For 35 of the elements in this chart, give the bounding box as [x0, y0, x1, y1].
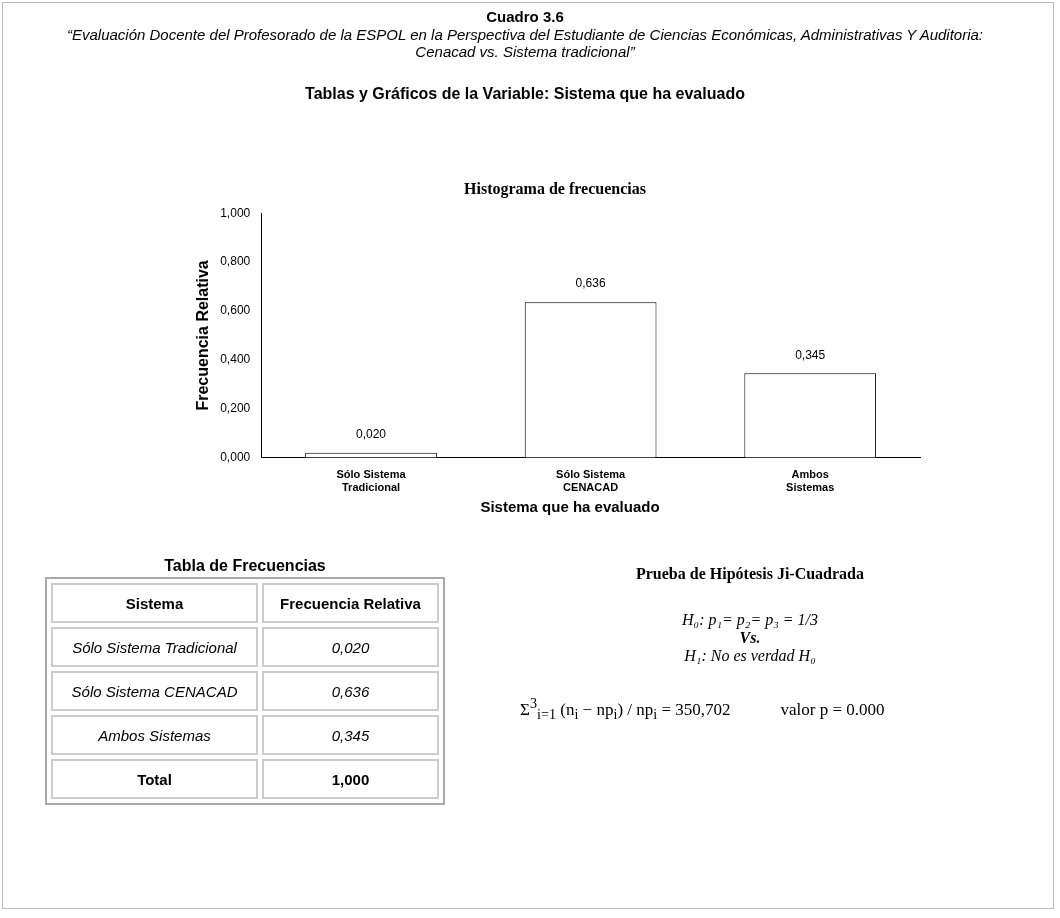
- data-label: 0,345: [795, 347, 826, 362]
- text: H₁: No es verdad H₀: [683, 647, 817, 665]
- data-label: 0,636: [575, 276, 606, 291]
- y-tick-label: 1,000: [220, 205, 251, 220]
- x-tick-label: Sólo Sistema CENACAD: [556, 468, 627, 494]
- text: Ambos Sistemas: [51, 715, 259, 755]
- text: 0,636: [262, 671, 439, 711]
- x-tick-label: Ambos Sistemas: [786, 468, 835, 494]
- y-tick-label: 0,200: [220, 401, 251, 416]
- y-tick-label: 0,000: [220, 449, 251, 464]
- text: Vs.: [738, 629, 762, 647]
- text: Sólo Sistema CENACAD: [51, 671, 259, 711]
- text: H₀: p₁= p₂= p₃ = 1/3: [681, 611, 819, 629]
- text: Σ$^{3}$$_{i=1}$ (n$_{i}$ − np$_{i}$) / np$_{i}$ = 350,702: [520, 695, 731, 723]
- text: Cuadro 3.6: [485, 8, 565, 25]
- chart-title: Histograma de frecuencias: [464, 179, 646, 198]
- text: Sistema: [51, 583, 259, 623]
- text: Total: [51, 759, 259, 799]
- text: Sólo Sistema Tradicional: [51, 627, 259, 667]
- text: Tablas y Gráficos de la Variable: Sistema que ha evaluado: [304, 85, 746, 103]
- data-label: 0,020: [356, 427, 387, 442]
- y-axis-title: Frecuencia Relativa: [194, 260, 212, 411]
- text: 0,020: [262, 627, 439, 667]
- x-tick-label: Sólo Sistema Tradicional: [336, 468, 407, 494]
- text: Tabla de Frecuencias: [163, 557, 327, 575]
- text: valor p = 0.000: [780, 699, 885, 719]
- y-tick-label: 0,400: [220, 352, 251, 367]
- text: 1,000: [262, 759, 439, 799]
- text: Frecuencia Relativa: [262, 583, 439, 623]
- text: 0,345: [262, 715, 439, 755]
- text: “Evaluación Docente del Profesorado de la ESPOL en la Perspectiva del Estudiante de Ciencias Económicas, Administrativas Y Auditoria: Cenacad vs. Sistema tradicional”: [65, 26, 985, 60]
- y-tick-label: 0,800: [220, 254, 251, 269]
- text: Prueba de Hipótesis Ji-Cuadrada: [635, 565, 865, 583]
- y-tick-label: 0,600: [220, 303, 251, 318]
- x-axis-title: Sistema que ha evaluado: [479, 498, 661, 515]
